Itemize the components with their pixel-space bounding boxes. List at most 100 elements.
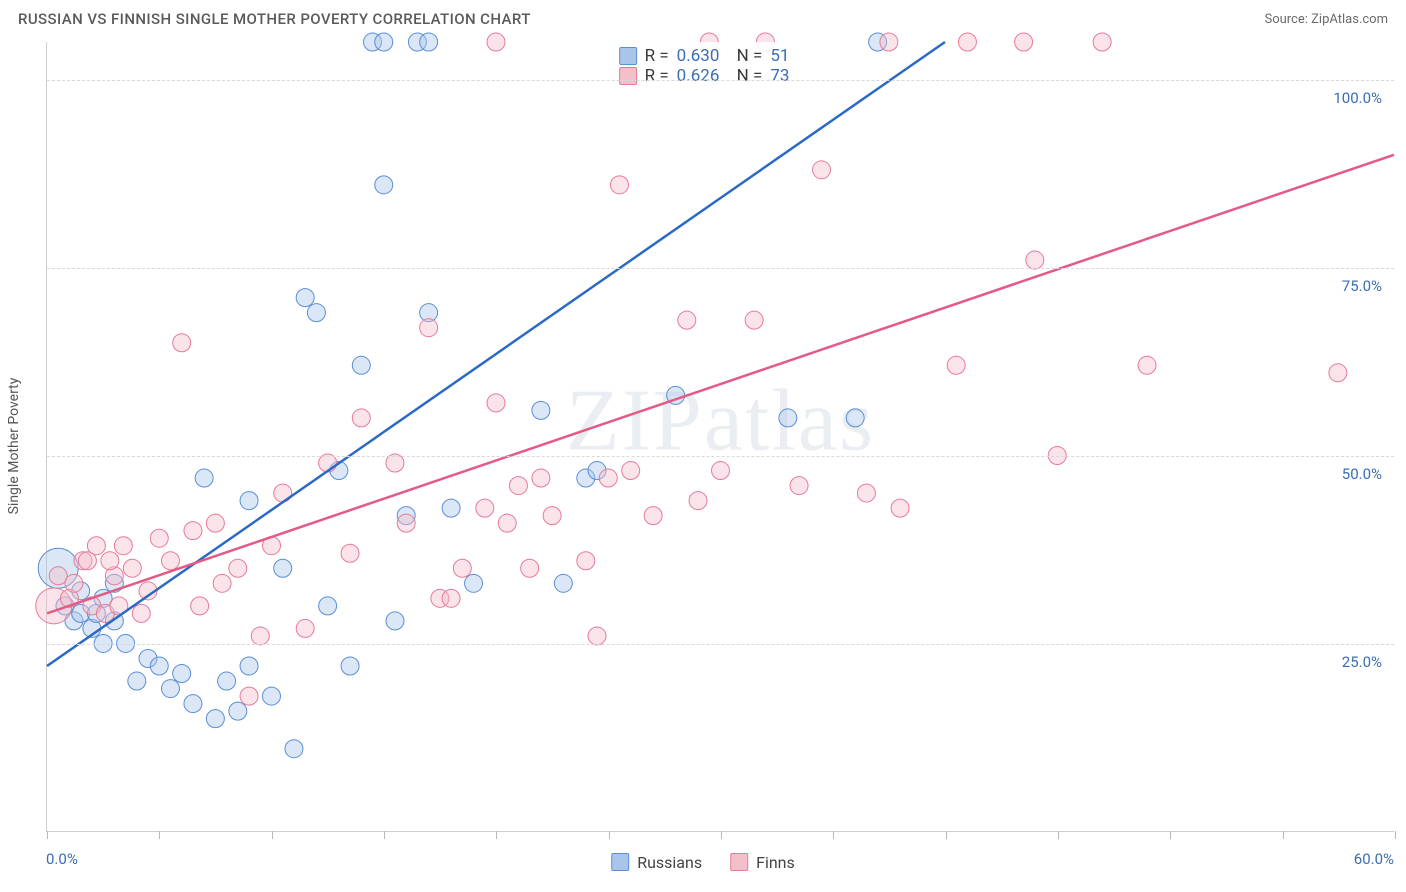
data-point: [689, 492, 707, 510]
x-tick: [946, 831, 947, 839]
x-tick-label: 0.0%: [46, 850, 78, 868]
data-point: [397, 514, 415, 532]
data-point: [341, 657, 359, 675]
data-point: [599, 469, 617, 487]
x-tick: [272, 831, 273, 839]
data-point: [1093, 33, 1111, 51]
y-tick-label: 100.0%: [1333, 89, 1382, 107]
data-point: [251, 627, 269, 645]
data-point: [285, 740, 303, 758]
legend-r-label: R =: [645, 66, 669, 86]
data-point: [1026, 251, 1044, 269]
data-point: [240, 657, 258, 675]
data-point: [1015, 33, 1033, 51]
data-point: [442, 499, 460, 517]
data-point: [857, 484, 875, 502]
data-point: [49, 567, 67, 585]
chart-svg: [47, 42, 1394, 831]
russians-points: [38, 33, 886, 758]
data-point: [711, 462, 729, 480]
data-point: [487, 394, 505, 412]
y-tick-label: 25.0%: [1342, 653, 1382, 671]
x-tick: [609, 831, 610, 839]
data-point: [296, 289, 314, 307]
legend-series: RussiansFinns: [611, 846, 795, 878]
gridline: [47, 268, 1394, 269]
x-tick: [1170, 831, 1171, 839]
legend-n-label: N =: [737, 46, 763, 66]
x-tick: [1283, 831, 1284, 839]
chart-title: RUSSIAN VS FINNISH SINGLE MOTHER POVERTY…: [18, 10, 531, 28]
data-point: [191, 597, 209, 615]
x-tick-label: 60.0%: [1354, 850, 1394, 868]
data-point: [161, 552, 179, 570]
data-point: [779, 409, 797, 427]
data-point: [375, 176, 393, 194]
data-point: [319, 597, 337, 615]
legend-correlation: R =0.630N =51R =0.626N =73: [609, 42, 833, 90]
data-point: [114, 537, 132, 555]
data-point: [498, 514, 516, 532]
data-point: [577, 552, 595, 570]
data-point: [352, 356, 370, 374]
y-tick-label: 75.0%: [1342, 277, 1382, 295]
data-point: [543, 507, 561, 525]
plot-area: ZIPatlas R =0.630N =51R =0.626N =73 25.0…: [46, 42, 1394, 832]
data-point: [1138, 356, 1156, 374]
data-point: [274, 559, 292, 577]
data-point: [65, 574, 83, 592]
data-point: [150, 529, 168, 547]
data-point: [184, 522, 202, 540]
data-point: [487, 33, 505, 51]
legend-swatch: [619, 67, 637, 85]
data-point: [218, 672, 236, 690]
data-point: [123, 559, 141, 577]
gridline: [47, 644, 1394, 645]
data-point: [173, 334, 191, 352]
data-point: [184, 695, 202, 713]
legend-r-value: 0.626: [677, 66, 729, 86]
data-point: [521, 559, 539, 577]
legend-n-value: 51: [770, 46, 822, 66]
data-point: [453, 559, 471, 577]
gridline: [47, 456, 1394, 457]
data-point: [341, 544, 359, 562]
data-point: [644, 507, 662, 525]
legend-label: Finns: [756, 853, 795, 872]
data-point: [509, 477, 527, 495]
data-point: [375, 33, 393, 51]
x-tick: [384, 831, 385, 839]
data-point: [442, 589, 460, 607]
data-point: [745, 311, 763, 329]
legend-swatch: [730, 853, 748, 871]
data-point: [678, 311, 696, 329]
data-point: [352, 409, 370, 427]
legend-n-label: N =: [737, 66, 763, 86]
legend-item: Finns: [730, 853, 795, 872]
data-point: [554, 574, 572, 592]
data-point: [128, 672, 146, 690]
x-tick: [47, 831, 48, 839]
x-tick: [721, 831, 722, 839]
data-point: [150, 657, 168, 675]
x-tick: [1058, 831, 1059, 839]
legend-row: R =0.630N =51: [619, 46, 823, 66]
data-point: [532, 469, 550, 487]
x-tick: [159, 831, 160, 839]
finns-points: [36, 0, 1347, 705]
data-point: [622, 462, 640, 480]
y-axis-label: Single Mother Poverty: [6, 378, 22, 515]
data-point: [958, 33, 976, 51]
data-point: [274, 484, 292, 502]
legend-n-value: 73: [770, 66, 822, 86]
data-point: [1329, 364, 1347, 382]
data-point: [947, 356, 965, 374]
data-point: [420, 33, 438, 51]
data-point: [173, 665, 191, 683]
data-point: [78, 552, 96, 570]
data-point: [161, 680, 179, 698]
data-point: [588, 627, 606, 645]
legend-r-label: R =: [645, 46, 669, 66]
data-point: [386, 612, 404, 630]
x-tick: [496, 831, 497, 839]
